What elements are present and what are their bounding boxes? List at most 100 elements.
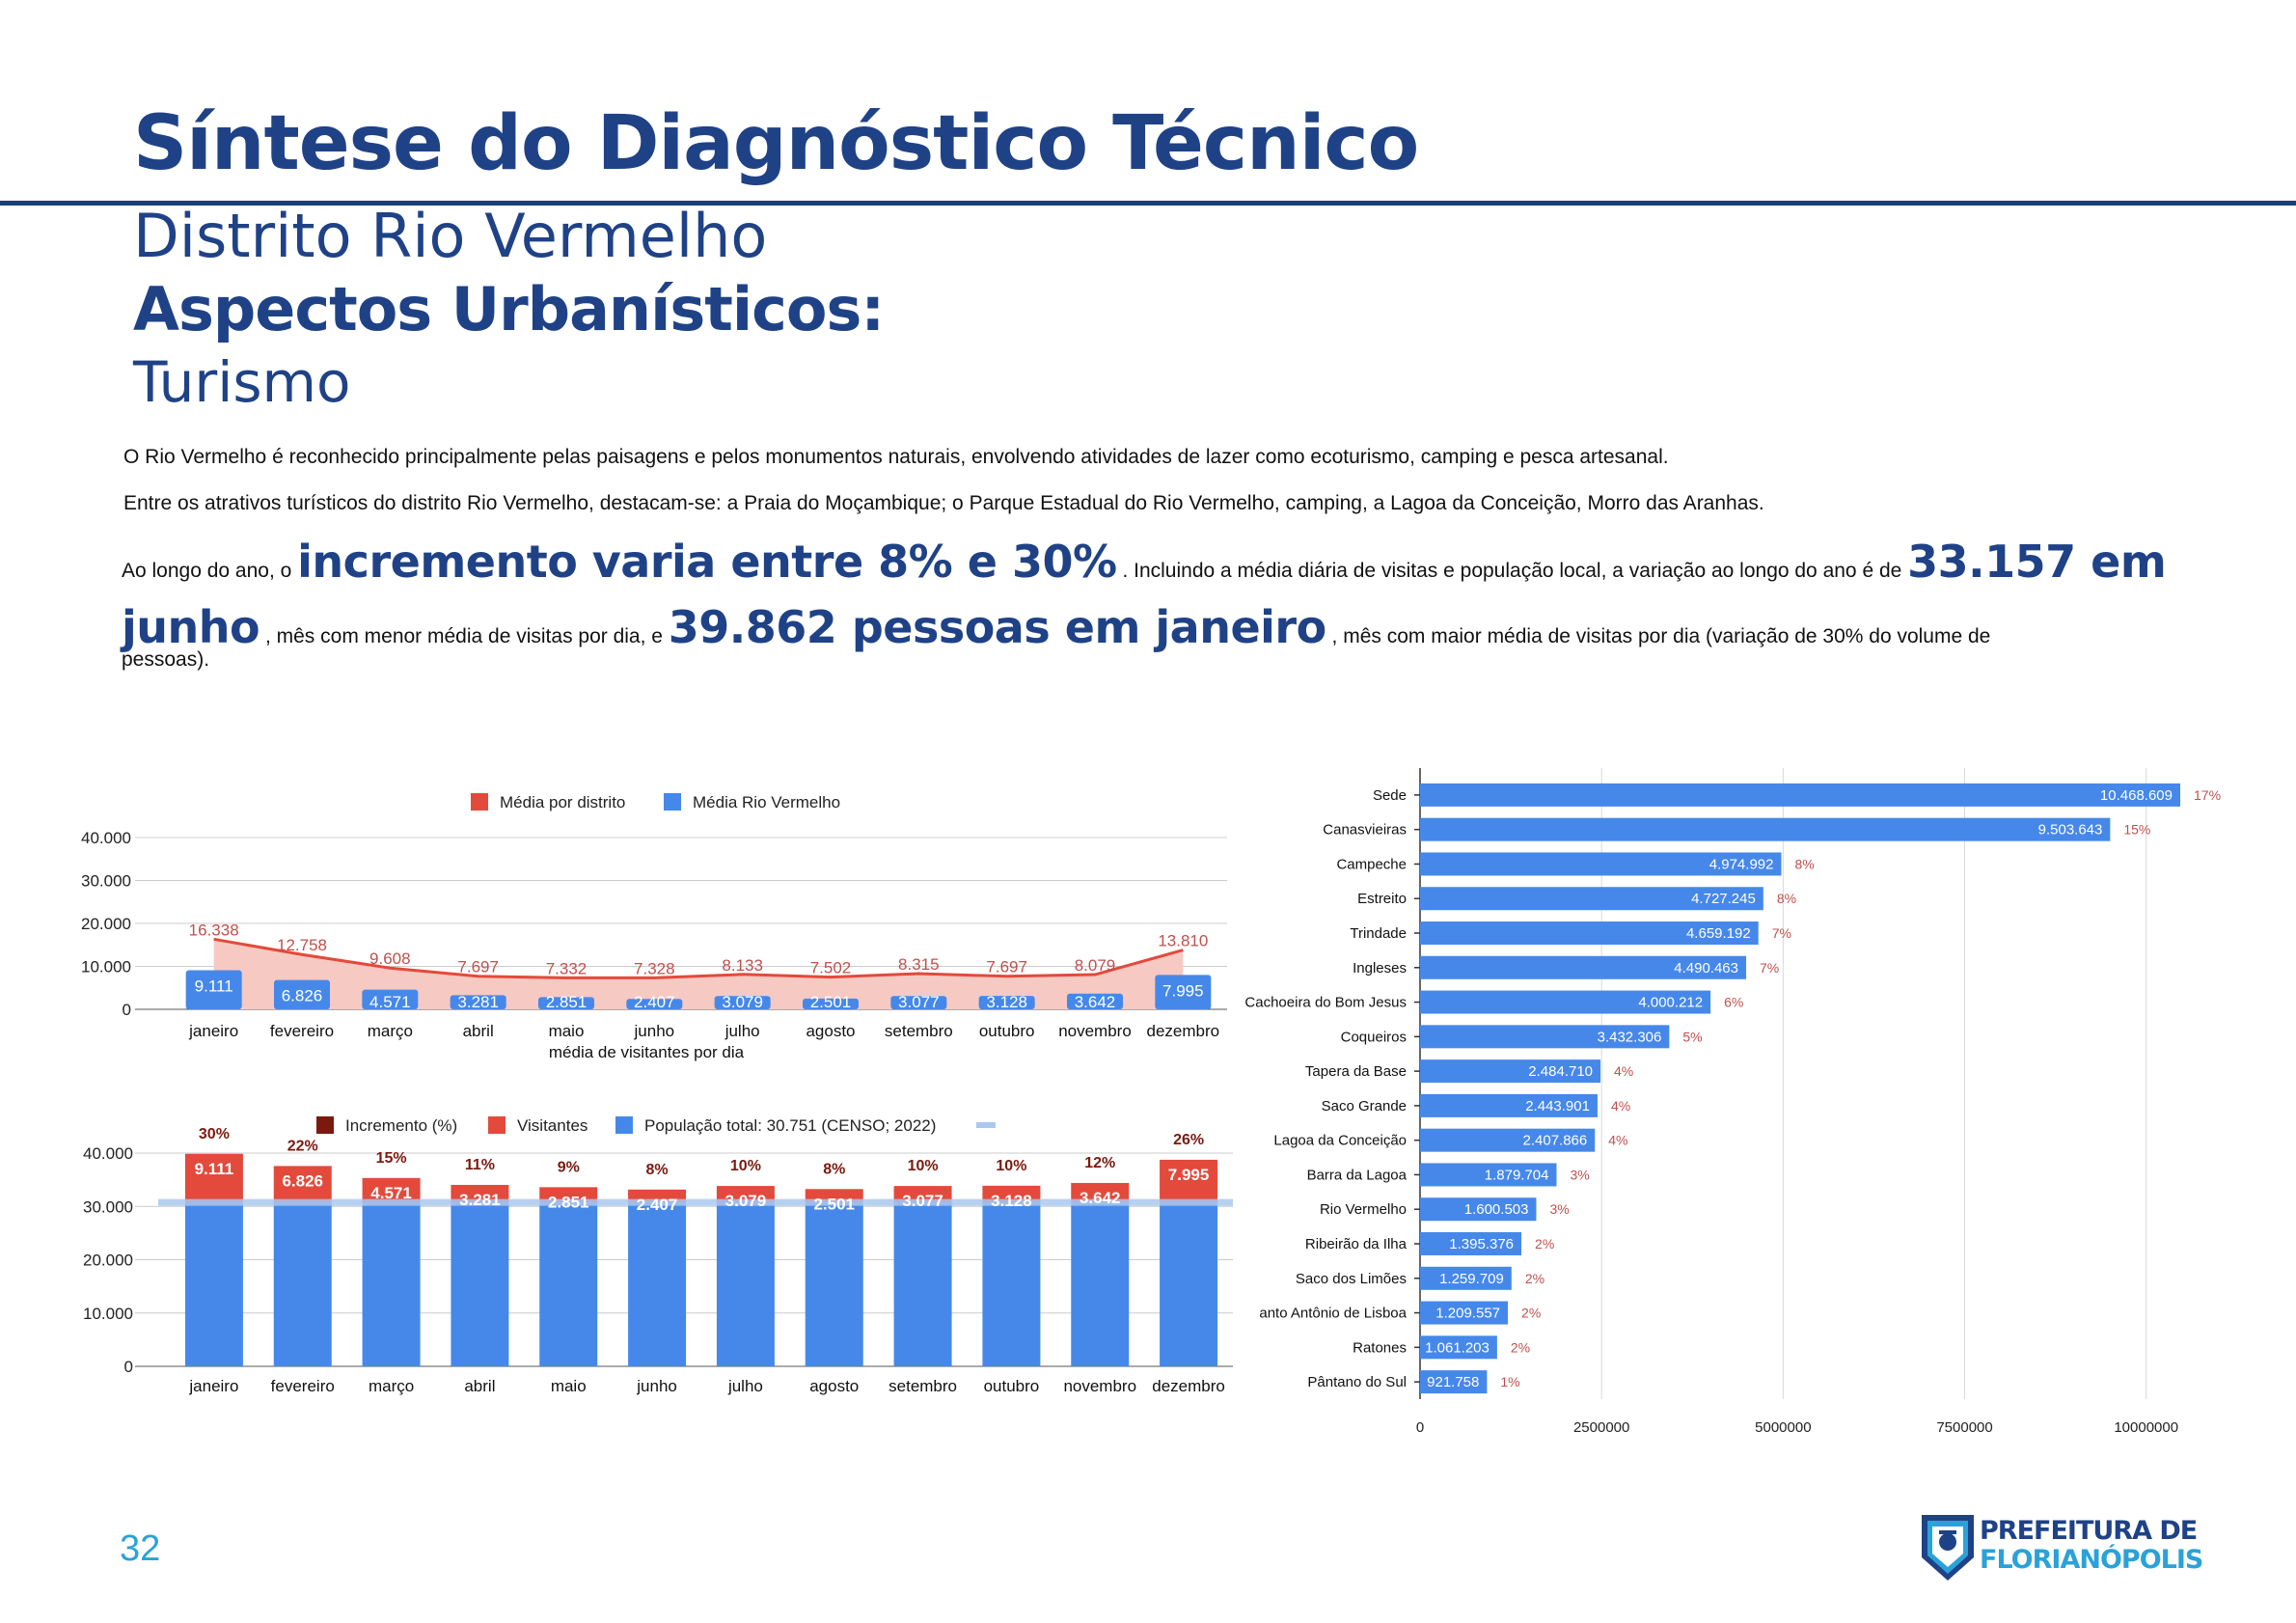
visitors-bar: [1160, 1159, 1218, 1203]
visitors-bar: [805, 1189, 863, 1203]
city-crest-icon: [1922, 1515, 1974, 1581]
district-percent-label: 3%: [1570, 1167, 1589, 1182]
legend-swatch-population: [615, 1116, 633, 1134]
visitors-value-label: 2.851: [548, 1193, 589, 1211]
district-percent-label: 4%: [1611, 1098, 1630, 1114]
legend-swatch-visitors: [488, 1116, 506, 1134]
page-number: 32: [120, 1528, 161, 1569]
x-tick-label: junho: [636, 1377, 677, 1395]
y-tick-label: 0: [123, 1001, 131, 1019]
rio-vermelho-value-label: 6.826: [282, 987, 323, 1005]
increment-label: 10%: [730, 1158, 761, 1174]
district-value-label: 4.659.192: [1686, 925, 1751, 942]
district-label: Ingleses: [1353, 960, 1407, 977]
district-percent-label: 2%: [1511, 1339, 1530, 1355]
x-tick-label: outubro: [979, 1022, 1035, 1040]
logo-line-2: FLORIANÓPOLIS: [1980, 1545, 2203, 1575]
visitors-bar: [539, 1187, 598, 1203]
district-bar: [1420, 1163, 1557, 1187]
x-tick-label: fevereiro: [271, 1377, 335, 1395]
increment-label: 8%: [646, 1162, 669, 1178]
population-bar: [982, 1202, 1041, 1366]
district-value-label: 10.468.609: [2100, 787, 2173, 804]
district-label: Tapera da Base: [1305, 1063, 1407, 1080]
x-tick-label: janeiro: [188, 1022, 238, 1040]
district-bar: [1420, 1301, 1509, 1325]
topic-heading: Turismo: [133, 349, 351, 415]
district-label: Ribeirão da Ilha: [1305, 1236, 1408, 1252]
x-tick-label: novembro: [1058, 1022, 1132, 1040]
district-bar: [1420, 783, 2181, 807]
x-tick-label: setembro: [885, 1022, 953, 1040]
legend-label-population: População total: 30.751 (CENSO; 2022): [644, 1116, 936, 1135]
district-area: [213, 939, 1184, 1009]
june-highlight: 33.157 em junho: [122, 536, 2167, 653]
population-bar: [362, 1202, 421, 1366]
variation-text-c: . Incluindo a média diária de visitas e …: [1116, 560, 1908, 582]
legend-swatch-rio-vermelho: [664, 793, 681, 811]
district-bar: [1420, 817, 2111, 841]
district-value-label: 3.432.306: [1598, 1029, 1662, 1045]
district-value-label: 7.328: [634, 959, 675, 977]
district-bar: [1420, 1370, 1488, 1394]
rio-vermelho-bar: [890, 996, 947, 1009]
rio-vermelho-bar: [1155, 975, 1212, 1009]
rio-vermelho-value-label: 2.501: [810, 993, 852, 1011]
x-tick-label: abril: [464, 1377, 495, 1395]
district-label: Barra da Lagoa: [1307, 1167, 1408, 1183]
district-label: Saco Grande: [1322, 1098, 1407, 1114]
district-value-label: 1.259.709: [1439, 1271, 1504, 1287]
legend-swatch-increment: [316, 1116, 334, 1134]
visitors-bar: [184, 1153, 243, 1203]
district-line: [213, 937, 1184, 979]
district-value-label: 8.133: [722, 956, 763, 975]
district-label: anto Antônio de Lisboa: [1259, 1306, 1407, 1322]
district-bar: [1420, 852, 1782, 876]
increment-label: 22%: [287, 1138, 318, 1154]
legend-label-district: Média por distrito: [500, 793, 625, 812]
district-value-label: 8.079: [1075, 956, 1116, 975]
x-tick-label: julho: [724, 1022, 760, 1040]
increment-label: 26%: [1173, 1132, 1204, 1148]
logo-line-1: PREFEITURA DE: [1980, 1516, 2198, 1546]
rio-vermelho-bar: [714, 996, 771, 1009]
district-value-label: 4.490.463: [1674, 960, 1738, 977]
visitors-value-label: 6.826: [282, 1171, 323, 1190]
visitors-value-label: 2.501: [813, 1195, 855, 1213]
district-bar: [1420, 1059, 1601, 1084]
district-value-label: 9.608: [369, 949, 411, 968]
rio-vermelho-value-label: 4.571: [369, 993, 411, 1011]
population-bar: [1160, 1202, 1218, 1366]
district-value-label: 2.407.866: [1523, 1133, 1588, 1149]
x-tick-label: janeiro: [188, 1377, 238, 1395]
district-label: Coqueiros: [1341, 1029, 1407, 1045]
population-bar: [273, 1202, 332, 1366]
district-value-label: 7.502: [810, 959, 852, 977]
district-value-label: 7.697: [457, 958, 499, 977]
district-value-label: 1.061.203: [1425, 1339, 1490, 1356]
district-label: Estreito: [1357, 891, 1407, 907]
increment-label: 9%: [558, 1159, 580, 1175]
x-tick-label: maio: [551, 1377, 587, 1395]
district-percent-label: 4%: [1608, 1133, 1627, 1148]
january-highlight: 39.862 pessoas em janeiro: [668, 601, 1326, 653]
x-tick-label: março: [369, 1377, 414, 1395]
district-bar: [1420, 887, 1763, 911]
district-percent-label: 8%: [1794, 856, 1814, 871]
population-bar: [539, 1202, 598, 1366]
y-tick-label: 30.000: [81, 872, 131, 891]
district-bar: [1420, 1335, 1497, 1360]
district-bar: [1420, 1197, 1537, 1222]
rio-vermelho-bar: [803, 998, 859, 1009]
visitors-bar: [451, 1184, 509, 1203]
x-tick-label: 10000000: [2114, 1419, 2178, 1436]
increment-label: 10%: [908, 1158, 939, 1174]
rio-vermelho-bar: [185, 970, 242, 1009]
district-bar: [1420, 1128, 1596, 1152]
x-tick-label: abril: [463, 1022, 494, 1040]
x-tick-label: setembro: [888, 1377, 957, 1395]
district-bar: [1420, 990, 1711, 1014]
rio-vermelho-bar: [626, 999, 683, 1009]
district-percent-label: 2%: [1521, 1306, 1541, 1321]
district-value-label: 2.484.710: [1528, 1063, 1593, 1080]
